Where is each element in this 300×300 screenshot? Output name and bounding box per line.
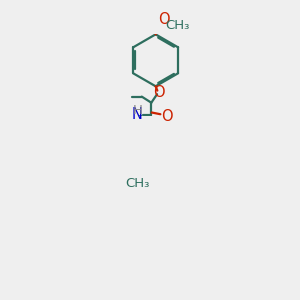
- Text: N: N: [131, 107, 142, 122]
- Text: CH₃: CH₃: [125, 177, 150, 190]
- Text: O: O: [158, 12, 170, 27]
- Text: O: O: [161, 109, 173, 124]
- Text: CH₃: CH₃: [166, 19, 190, 32]
- Text: O: O: [153, 85, 164, 100]
- Text: H: H: [133, 104, 143, 117]
